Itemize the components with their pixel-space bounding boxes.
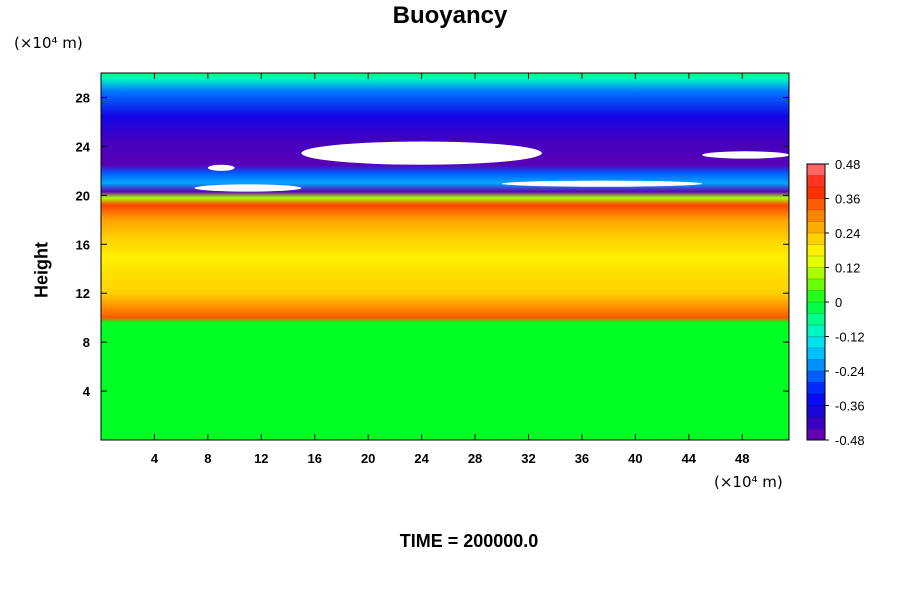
out-of-range-region bbox=[301, 141, 542, 165]
x-tick-label: 36 bbox=[575, 451, 589, 466]
x-tick-label: 4 bbox=[151, 451, 159, 466]
x-tick-label: 48 bbox=[735, 451, 749, 466]
y-tick-label: 28 bbox=[76, 90, 90, 105]
y-tick-label: 20 bbox=[76, 188, 90, 203]
plot-frame bbox=[100, 72, 790, 441]
colorbar-tick-label: -0.24 bbox=[835, 364, 865, 379]
colorbar-tick-label: -0.36 bbox=[835, 399, 865, 414]
x-tick-label: 16 bbox=[308, 451, 322, 466]
x-tick-label: 24 bbox=[414, 451, 429, 466]
plot-area bbox=[100, 72, 790, 441]
out-of-range-region bbox=[501, 180, 703, 187]
time-label: TIME = 200000.0 bbox=[399, 531, 539, 551]
colorbar-tick-label: -0.12 bbox=[835, 330, 865, 345]
colorbar-tick-label: 0 bbox=[835, 295, 842, 310]
colorbar-tick-label: 0.12 bbox=[835, 261, 860, 276]
y-tick-label: 16 bbox=[76, 237, 90, 252]
x-tick-label: 20 bbox=[361, 451, 375, 466]
chart-title: Buoyancy bbox=[392, 2, 508, 29]
x-tick-label: 40 bbox=[628, 451, 642, 466]
x-tick-label: 12 bbox=[254, 451, 268, 466]
colorbar-tick-label: 0.36 bbox=[835, 192, 860, 207]
x-tick-label: 44 bbox=[682, 451, 697, 466]
x-axis-unit: (×10⁴ m) bbox=[714, 473, 783, 491]
y-axis: 4 8 12 16 20 24 28 bbox=[76, 90, 789, 399]
out-of-range-region bbox=[702, 151, 789, 159]
x-tick-label: 32 bbox=[521, 451, 535, 466]
y-tick-label: 12 bbox=[76, 286, 90, 301]
buoyancy-field bbox=[101, 73, 789, 440]
colorbar-tick-label: 0.24 bbox=[835, 226, 860, 241]
colorbar-tick-label: 0.48 bbox=[835, 157, 860, 172]
x-axis: 4 8 12 16 20 24 28 32 36 40 44 48 bbox=[151, 73, 749, 466]
y-tick-label: 24 bbox=[76, 139, 91, 154]
colorbar: 0.48 0.36 0.24 0.12 0 -0.12 -0.24 -0.36 -0.48 bbox=[806, 157, 865, 448]
y-tick-label: 8 bbox=[83, 335, 90, 350]
y-axis-unit: (×10⁴ m) bbox=[14, 34, 83, 52]
colorbar-tick-label: -0.48 bbox=[835, 433, 865, 448]
x-tick-label: 8 bbox=[204, 451, 211, 466]
y-tick-label: 4 bbox=[83, 384, 91, 399]
out-of-range-region bbox=[194, 184, 302, 192]
x-tick-label: 28 bbox=[468, 451, 482, 466]
out-of-range-region bbox=[207, 164, 235, 171]
